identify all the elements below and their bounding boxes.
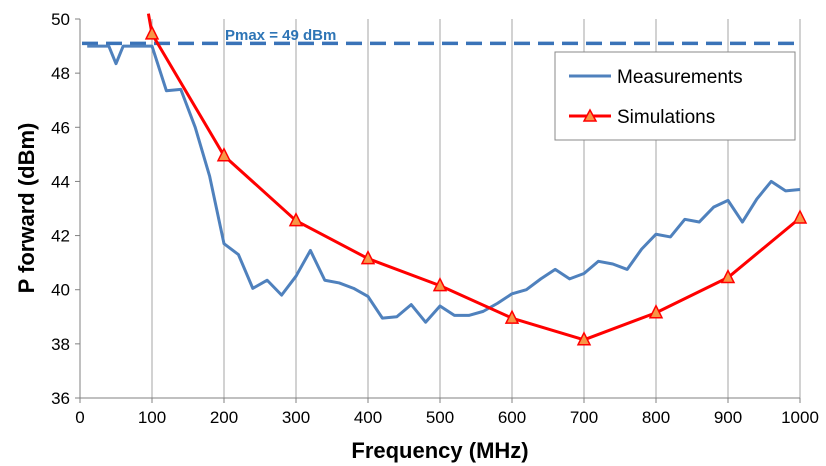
pmax-annotation: Pmax = 49 dBm bbox=[225, 27, 336, 44]
series-marker-simulations-800 bbox=[648, 304, 664, 319]
y-tick-label-44: 44 bbox=[51, 172, 70, 191]
series-line-measurements bbox=[87, 44, 801, 324]
series-marker-simulations-900 bbox=[720, 268, 736, 284]
x-tick-label-100: 100 bbox=[138, 408, 166, 427]
x-tick-label-300: 300 bbox=[282, 408, 310, 427]
series-marker-simulations-400 bbox=[360, 249, 376, 265]
x-tick-label-800: 800 bbox=[642, 408, 670, 427]
series-marker-simulations-200 bbox=[216, 147, 232, 162]
legend-box bbox=[554, 51, 796, 141]
series-marker-simulations-700 bbox=[576, 331, 592, 346]
legend-marker-simulations bbox=[582, 108, 598, 122]
x-tick-label-200: 200 bbox=[210, 408, 238, 427]
y-tick-label-40: 40 bbox=[51, 281, 70, 300]
x-tick-label-600: 600 bbox=[498, 408, 526, 427]
series-marker-simulations-100 bbox=[144, 25, 160, 40]
legend-label-measurements: Measurements bbox=[617, 67, 743, 88]
x-tick-label-700: 700 bbox=[570, 408, 598, 427]
x-tick-label-1000: 1000 bbox=[781, 408, 819, 427]
series-marker-simulations-300 bbox=[288, 212, 304, 227]
y-tick-label-46: 46 bbox=[51, 118, 70, 137]
series-marker-simulations-600 bbox=[504, 309, 520, 324]
x-tick-label-400: 400 bbox=[354, 408, 382, 427]
y-tick-label-50: 50 bbox=[51, 10, 70, 29]
axes bbox=[75, 18, 801, 403]
series-marker-simulations-1000 bbox=[792, 209, 808, 224]
y-tick-label-42: 42 bbox=[51, 227, 70, 246]
y-axis-title: P forward (dBm) bbox=[14, 123, 39, 294]
x-axis-title: Frequency (MHz) bbox=[351, 438, 528, 463]
series-marker-simulations-500 bbox=[432, 276, 448, 292]
y-tick-label-36: 36 bbox=[51, 389, 70, 408]
x-tick-label-900: 900 bbox=[714, 408, 742, 427]
y-tick-label-48: 48 bbox=[51, 64, 70, 83]
y-tick-label-38: 38 bbox=[51, 335, 70, 354]
x-tick-label-500: 500 bbox=[426, 408, 454, 427]
x-tick-label-0: 0 bbox=[75, 408, 84, 427]
legend-label-simulations: Simulations bbox=[617, 107, 715, 128]
series-group bbox=[87, 13, 808, 346]
legend: Measurements Simulations bbox=[554, 51, 796, 141]
